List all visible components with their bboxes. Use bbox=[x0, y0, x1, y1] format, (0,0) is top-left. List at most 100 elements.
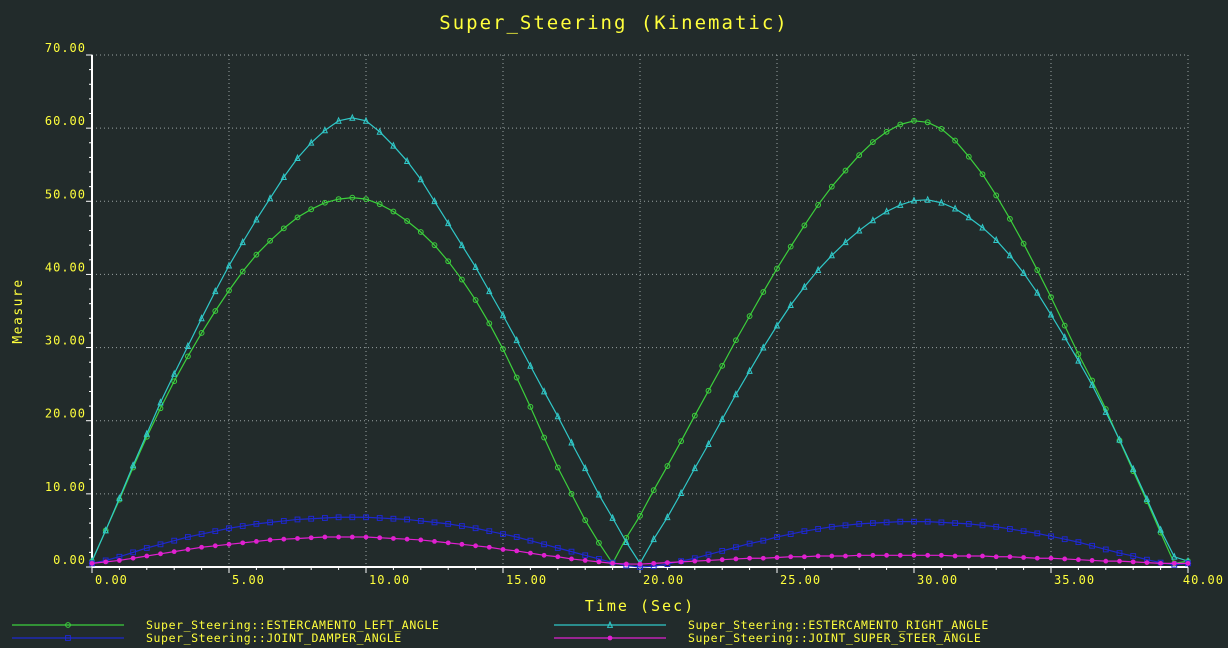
legend-label: Super_Steering::JOINT_SUPER_STEER_ANGLE bbox=[688, 631, 981, 645]
x-tick-label: 35.00 bbox=[1054, 573, 1095, 587]
data-point bbox=[308, 515, 315, 522]
data-point bbox=[554, 412, 561, 420]
data-point bbox=[774, 265, 780, 272]
data-point bbox=[705, 387, 712, 394]
data-point bbox=[212, 308, 219, 314]
data-point bbox=[801, 222, 808, 229]
data-point bbox=[349, 514, 356, 521]
data-point bbox=[294, 516, 301, 523]
data-point bbox=[1089, 558, 1095, 563]
data-point bbox=[664, 513, 671, 521]
data-point bbox=[199, 544, 205, 550]
y-tick-label: 30.00 bbox=[45, 334, 86, 348]
data-point bbox=[719, 548, 726, 554]
data-point bbox=[746, 313, 753, 320]
data-point bbox=[1103, 558, 1109, 564]
data-point bbox=[363, 514, 369, 521]
y-axis-ticks: 0.00 10.00 20.00 30.00 40.00 50.00 60.00 70.00 bbox=[45, 41, 92, 568]
data-point bbox=[1116, 435, 1123, 443]
data-point bbox=[802, 554, 807, 560]
data-point bbox=[1061, 333, 1068, 341]
data-point bbox=[486, 544, 492, 550]
data-point bbox=[336, 534, 341, 540]
data-point bbox=[1075, 539, 1082, 546]
data-point bbox=[980, 553, 985, 559]
data-point bbox=[239, 268, 246, 275]
x-tick-label: 20.00 bbox=[643, 573, 684, 587]
data-point bbox=[322, 534, 328, 540]
data-point bbox=[1007, 215, 1013, 222]
data-point bbox=[746, 540, 753, 547]
data-point bbox=[1034, 267, 1041, 273]
data-point bbox=[391, 536, 396, 541]
data-point bbox=[321, 126, 329, 134]
data-point bbox=[665, 560, 670, 566]
data-point bbox=[472, 525, 479, 532]
data-point bbox=[815, 553, 821, 559]
data-point bbox=[349, 534, 355, 540]
data-point bbox=[842, 167, 849, 174]
data-point bbox=[445, 540, 451, 546]
data-point bbox=[897, 200, 904, 208]
data-point bbox=[870, 139, 876, 145]
x-tick-label: 30.00 bbox=[917, 573, 958, 587]
data-point bbox=[376, 515, 383, 521]
data-point bbox=[500, 547, 506, 552]
data-point bbox=[1102, 546, 1109, 553]
data-point bbox=[979, 522, 986, 529]
data-point bbox=[911, 518, 917, 525]
data-point bbox=[459, 541, 465, 547]
data-point bbox=[226, 525, 232, 532]
legend-item: Super_Steering::JOINT_SUPER_STEER_ANGLE bbox=[554, 631, 981, 645]
data-point bbox=[459, 523, 465, 529]
data-point bbox=[897, 121, 904, 128]
data-point bbox=[267, 237, 274, 244]
data-point bbox=[719, 415, 726, 423]
data-point bbox=[527, 361, 534, 369]
data-point bbox=[1130, 464, 1137, 472]
data-point bbox=[884, 552, 889, 558]
data-point bbox=[1021, 555, 1026, 560]
data-point bbox=[938, 198, 945, 206]
data-point bbox=[390, 141, 397, 149]
y-tick-label: 20.00 bbox=[45, 407, 86, 421]
x-tick-label: 10.00 bbox=[369, 573, 410, 587]
data-point bbox=[760, 555, 766, 561]
data-point bbox=[924, 518, 931, 525]
data-point bbox=[486, 528, 493, 535]
data-point bbox=[513, 534, 520, 540]
data-point bbox=[1048, 533, 1054, 540]
data-point bbox=[814, 265, 822, 273]
data-point bbox=[774, 555, 780, 560]
data-point bbox=[418, 537, 424, 543]
x-tick-label: 40.00 bbox=[1183, 573, 1224, 587]
data-point bbox=[500, 346, 506, 352]
data-point bbox=[1116, 437, 1123, 444]
data-point bbox=[417, 518, 424, 524]
data-point bbox=[843, 553, 848, 559]
data-point bbox=[185, 534, 191, 540]
data-point bbox=[404, 218, 411, 224]
data-point bbox=[267, 519, 274, 526]
data-point bbox=[787, 531, 794, 537]
x-tick-label: 15.00 bbox=[506, 573, 547, 587]
data-point bbox=[281, 536, 287, 542]
chart-title: Super_Steering (Kinematic) bbox=[439, 12, 788, 34]
series-lines bbox=[88, 113, 1192, 570]
data-point bbox=[856, 520, 863, 527]
data-point bbox=[144, 553, 150, 559]
data-point bbox=[924, 119, 931, 126]
data-point bbox=[607, 635, 613, 641]
y-axis-label: Measure bbox=[11, 278, 26, 343]
data-point bbox=[965, 520, 972, 527]
data-point bbox=[1089, 542, 1095, 549]
data-point bbox=[1075, 356, 1082, 364]
data-point bbox=[732, 390, 740, 398]
data-point bbox=[171, 537, 178, 544]
data-point bbox=[650, 534, 657, 543]
data-point bbox=[692, 558, 698, 564]
data-point bbox=[952, 553, 958, 559]
data-point bbox=[335, 514, 342, 521]
